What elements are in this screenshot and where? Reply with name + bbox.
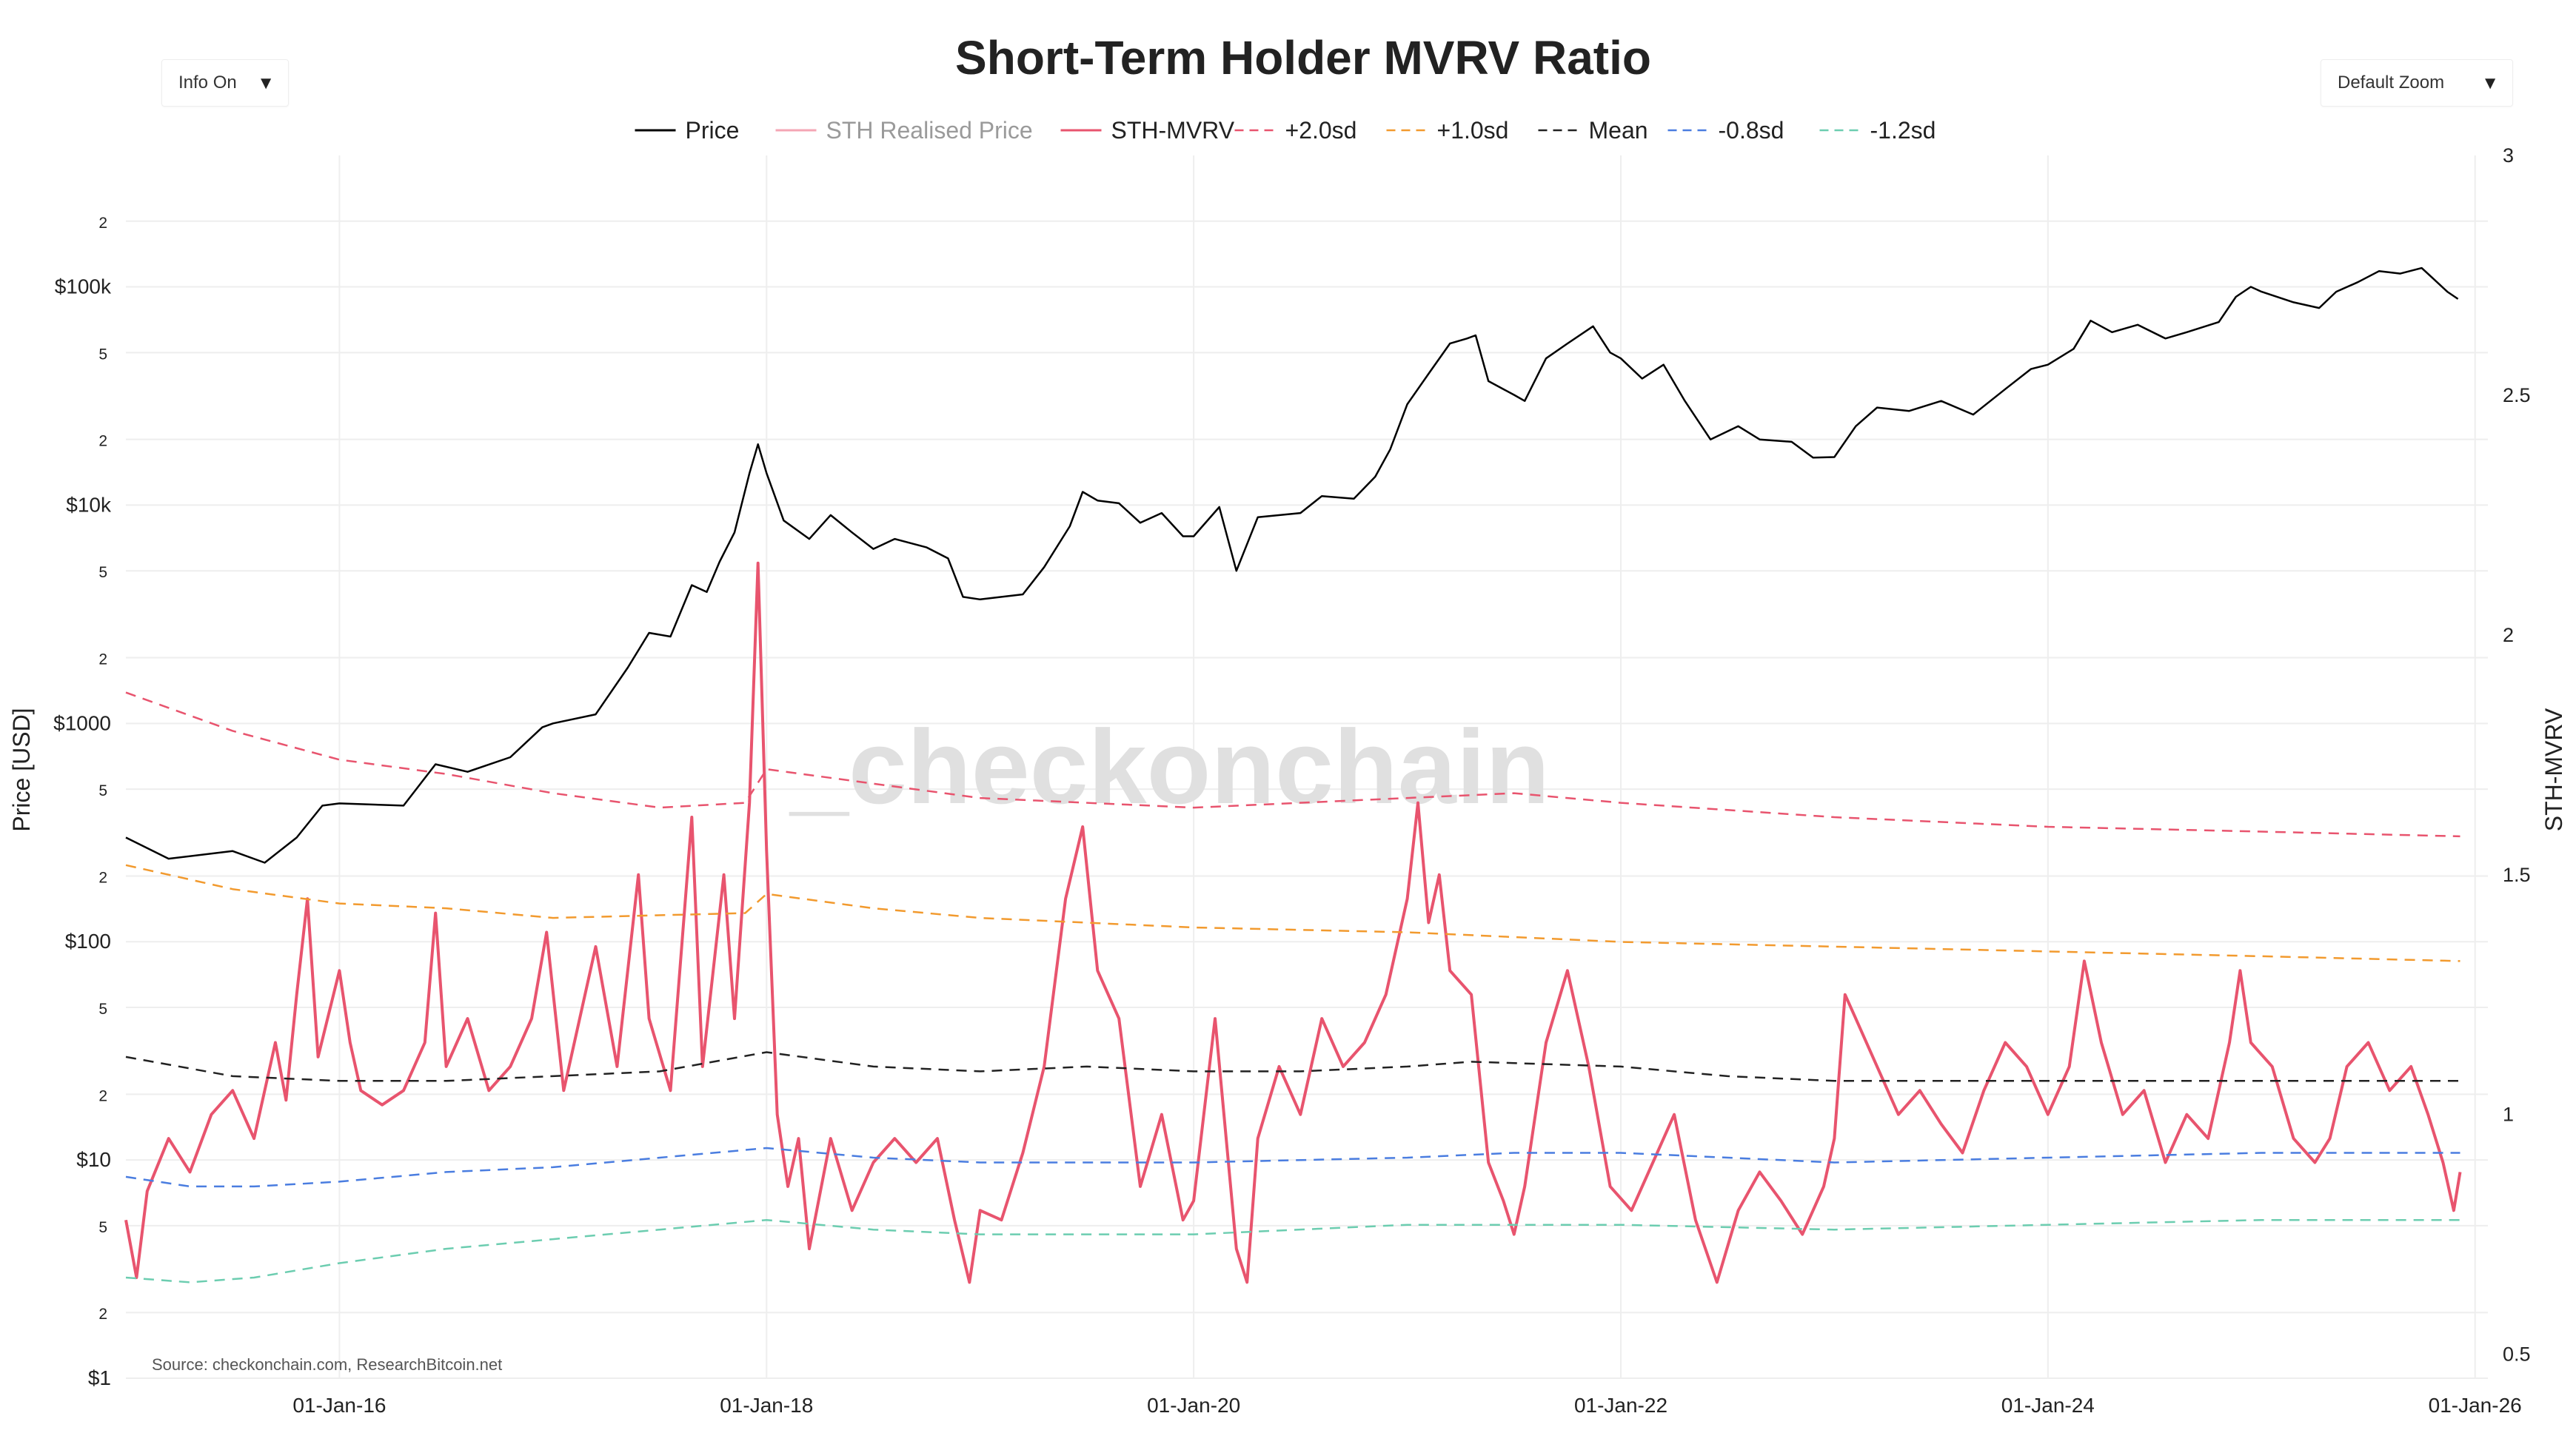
axis-layer: 01-Jan-16 01-Jan-18 01-Jan-20 01-Jan-22 01-J…: [53, 144, 2530, 1417]
x-tick-label: 01-Jan-26: [2429, 1394, 2522, 1417]
y-left-tick-label: $10: [76, 1148, 111, 1171]
x-tick-label: 01-Jan-22: [1574, 1394, 1667, 1417]
y-left-tick-label: 2: [98, 1087, 107, 1104]
y-right-tick-label: 1: [2503, 1104, 2514, 1126]
y-axis-left-label: Price [USD]: [8, 708, 35, 831]
y-left-tick-label: $100k: [55, 275, 112, 298]
legend-label: STH Realised Price: [826, 117, 1033, 144]
legend-label: +1.0sd: [1437, 117, 1509, 144]
info-select[interactable]: Info On ▼: [161, 59, 289, 107]
y-left-tick-label: 5: [98, 346, 107, 363]
y-left-tick-label: 2: [98, 1306, 107, 1323]
legend-label: -0.8sd: [1719, 117, 1784, 144]
zoom-select-label: Default Zoom: [2338, 73, 2445, 93]
legend-item: Mean: [1538, 117, 1648, 144]
y-left-tick-label: 5: [98, 782, 107, 799]
y-left-tick-label: 2: [98, 215, 107, 232]
y-left-tick-label: 2: [98, 651, 107, 668]
legend-item: -0.8sd: [1667, 117, 1784, 144]
series--2-0sd: [125, 691, 2460, 838]
zoom-select[interactable]: Default Zoom ▼: [2321, 59, 2513, 107]
y-right-tick-label: 0.5: [2503, 1343, 2531, 1366]
series--0-8sd: [125, 1147, 2460, 1188]
legend-label: Price: [686, 117, 740, 144]
y-left-tick-label: 5: [98, 1001, 107, 1018]
legend-item: STH Realised Price: [775, 117, 1033, 144]
legend-item: +1.0sd: [1386, 117, 1509, 144]
y-left-tick-label: $10k: [66, 493, 112, 516]
legend-item: STH-MVRV: [1060, 117, 1235, 144]
y-right-tick-label: 2.5: [2503, 384, 2531, 406]
y-axis-right-label: STH-MVRV: [2540, 708, 2567, 831]
legend-label: -1.2sd: [1870, 117, 1936, 144]
series-mean: [125, 1051, 2460, 1082]
chart-title: Short-Term Holder MVRV Ratio: [955, 31, 1651, 84]
y-left-tick-label: $1000: [53, 711, 111, 734]
x-tick-label: 01-Jan-16: [292, 1394, 386, 1417]
legend-label: Mean: [1589, 117, 1648, 144]
legend-item: +2.0sd: [1234, 117, 1357, 144]
series--1-0sd: [125, 864, 2460, 962]
series-sth-mvrv: [124, 561, 2462, 1284]
legend-label: STH-MVRV: [1111, 117, 1235, 144]
caret-down-icon: ▼: [257, 73, 275, 93]
x-tick-label: 01-Jan-24: [2001, 1394, 2095, 1417]
legend: Price STH Realised Price STH-MVRV +2.0sd +1.…: [635, 117, 1936, 144]
source-note: Source: checkonchain.com, ResearchBitcoi…: [152, 1355, 502, 1374]
info-select-label: Info On: [178, 73, 237, 93]
y-left-tick-label: 2: [98, 869, 107, 886]
y-left-tick-label: 5: [98, 564, 107, 581]
series--1-2sd: [125, 1218, 2460, 1283]
series-layer: [124, 266, 2462, 1284]
grid-layer: [126, 155, 2488, 1379]
watermark: _checkonchain: [789, 708, 1550, 826]
y-right-tick-label: 2: [2503, 624, 2514, 646]
y-left-tick-label: 2: [98, 433, 107, 450]
x-tick-label: 01-Jan-20: [1147, 1394, 1240, 1417]
legend-label: +2.0sd: [1285, 117, 1357, 144]
y-left-tick-label: $1: [88, 1366, 111, 1389]
y-left-tick-label: $100: [65, 930, 111, 953]
y-right-tick-label: 1.5: [2503, 864, 2531, 886]
y-right-tick-label: 3: [2503, 144, 2514, 167]
legend-item: -1.2sd: [1819, 117, 1936, 144]
legend-item: Price: [635, 117, 740, 144]
caret-down-icon: ▼: [2481, 73, 2499, 93]
y-left-tick-label: 5: [98, 1219, 107, 1236]
x-tick-label: 01-Jan-18: [720, 1394, 813, 1417]
series-price: [125, 266, 2459, 864]
